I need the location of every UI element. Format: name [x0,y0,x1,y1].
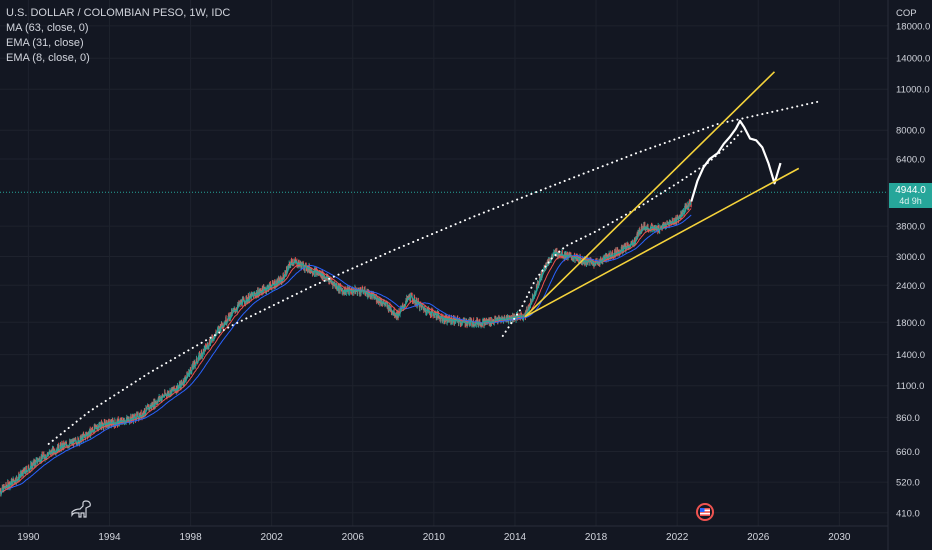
x-tick-label: 1998 [179,532,202,543]
y-tick-label: 1100.0 [896,381,924,392]
bar-countdown: 4d 9h [899,196,922,207]
x-tick-label: 2030 [828,532,851,543]
indicator-ema-31[interactable]: EMA (31, close) [6,37,84,49]
x-tick-label: 2022 [666,532,689,543]
symbol-title[interactable]: U.S. DOLLAR / COLOMBIAN PESO, 1W, IDC [6,7,231,19]
y-tick-label: 3000.0 [896,252,925,263]
dinosaur-logo-icon[interactable] [71,500,91,518]
chart-grid [0,0,888,526]
y-tick-label: 14000.0 [896,54,930,65]
y-tick-label: 1800.0 [896,318,925,329]
us-flag-event-icon[interactable] [696,503,714,521]
time-axis[interactable]: 1990 1994 1998 2002 2006 2010 2014 2018 2022 2026… [17,532,851,543]
x-tick-label: 2010 [423,532,446,543]
y-tick-label: 18000.0 [896,21,930,32]
x-tick-label: 2018 [585,532,608,543]
chart-legend: U.S. DOLLAR / COLOMBIAN PESO, 1W, IDC MA… [6,6,230,66]
y-tick-label: 6400.0 [896,154,925,165]
x-tick-label: 2026 [747,532,770,543]
x-tick-label: 2014 [504,532,527,543]
last-price-value: 4944.0 [895,185,926,197]
currency-label: COP [896,8,917,19]
x-tick-label: 1990 [17,532,40,543]
ma-63-line [0,214,692,494]
y-tick-label: 1400.0 [896,350,925,361]
last-price-badge: 4944.0 4d 9h [889,183,932,209]
ema-8-line [0,202,692,494]
indicator-ma-63[interactable]: MA (63, close, 0) [6,22,89,34]
chart-series [0,71,821,497]
y-tick-label: 410.0 [896,508,920,519]
y-tick-label: 2400.0 [896,281,925,292]
x-tick-label: 2002 [261,532,284,543]
x-tick-label: 2006 [342,532,365,543]
y-tick-label: 660.0 [896,447,920,458]
y-tick-label: 860.0 [896,413,920,424]
y-tick-label: 520.0 [896,478,920,489]
dotted-arc-short [501,127,746,337]
indicator-ema-8[interactable]: EMA (8, close, 0) [6,52,90,64]
trendline-lower [524,167,800,318]
projection-path [690,119,782,202]
y-tick-label: 3800.0 [896,222,925,233]
x-tick-label: 1994 [98,532,121,543]
price-axis[interactable]: 410.0 520.0 660.0 860.0 1100.0 1400.0 1800.0 24… [896,21,930,519]
y-tick-label: 11000.0 [896,85,930,96]
y-tick-label: 8000.0 [896,126,925,137]
trendline-upper [524,71,776,318]
